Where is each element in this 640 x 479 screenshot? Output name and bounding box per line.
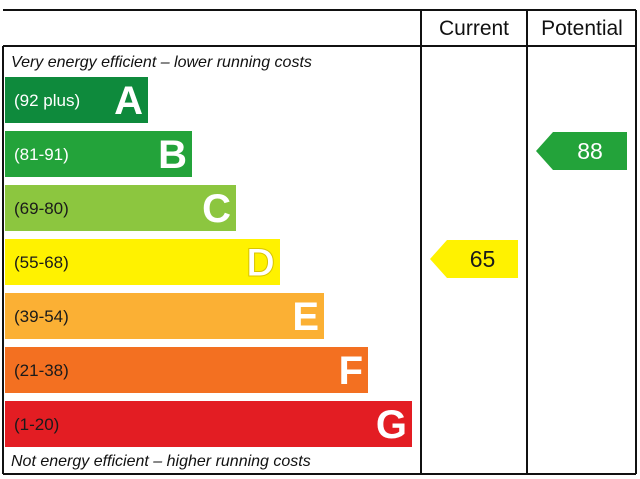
current-column-header: Current: [439, 17, 509, 40]
rating-markers: 65 88: [430, 132, 627, 278]
band-c-bar: [5, 185, 236, 231]
band-b: (81-91) B: [5, 131, 192, 177]
potential-rating-marker: 88: [536, 132, 627, 170]
band-c-letter: C: [202, 187, 231, 231]
band-g-letter: G: [376, 403, 407, 447]
current-rating-marker-value: 65: [470, 246, 496, 272]
band-e-range: (39-54): [14, 307, 69, 326]
potential-rating-marker-value: 88: [577, 138, 603, 164]
band-e-bar: [5, 293, 324, 339]
band-b-range: (81-91): [14, 145, 69, 164]
band-b-bar: [5, 131, 192, 177]
band-a-range: (92 plus): [14, 91, 80, 110]
band-f-range: (21-38): [14, 361, 69, 380]
top-efficiency-note: Very energy efficient – lower running co…: [11, 54, 312, 71]
band-f-bar: [5, 347, 368, 393]
band-d-letter: D: [246, 241, 275, 285]
potential-column-header: Potential: [541, 17, 623, 40]
chart-frame: [2, 9, 637, 475]
band-g-bar: [5, 401, 412, 447]
band-e-letter: E: [292, 295, 319, 339]
current-rating-marker: 65: [430, 240, 518, 278]
band-g-range: (1-20): [14, 415, 59, 434]
band-d: (55-68) D: [5, 239, 280, 286]
band-a: (92 plus) A: [5, 77, 148, 123]
bottom-efficiency-note: Not energy efficient – higher running co…: [11, 453, 311, 470]
band-a-bar: [5, 77, 148, 123]
band-c-range: (69-80): [14, 199, 69, 218]
current-rating-marker-arrow: [430, 240, 518, 278]
band-c: (69-80) C: [5, 185, 236, 231]
band-d-range: (55-68): [14, 253, 69, 272]
band-d-bar: [5, 239, 280, 285]
potential-rating-marker-arrow: [536, 132, 627, 170]
band-f: (21-38) F: [5, 347, 368, 393]
rating-bands: (92 plus) A (81-91) B (69-80) C (55-68) D (39-54…: [5, 77, 412, 447]
band-b-letter: B: [158, 133, 187, 177]
band-f-letter: F: [339, 349, 363, 393]
band-e: (39-54) E: [5, 293, 324, 339]
band-a-letter: A: [114, 79, 143, 123]
band-g: (1-20) G: [5, 401, 412, 447]
